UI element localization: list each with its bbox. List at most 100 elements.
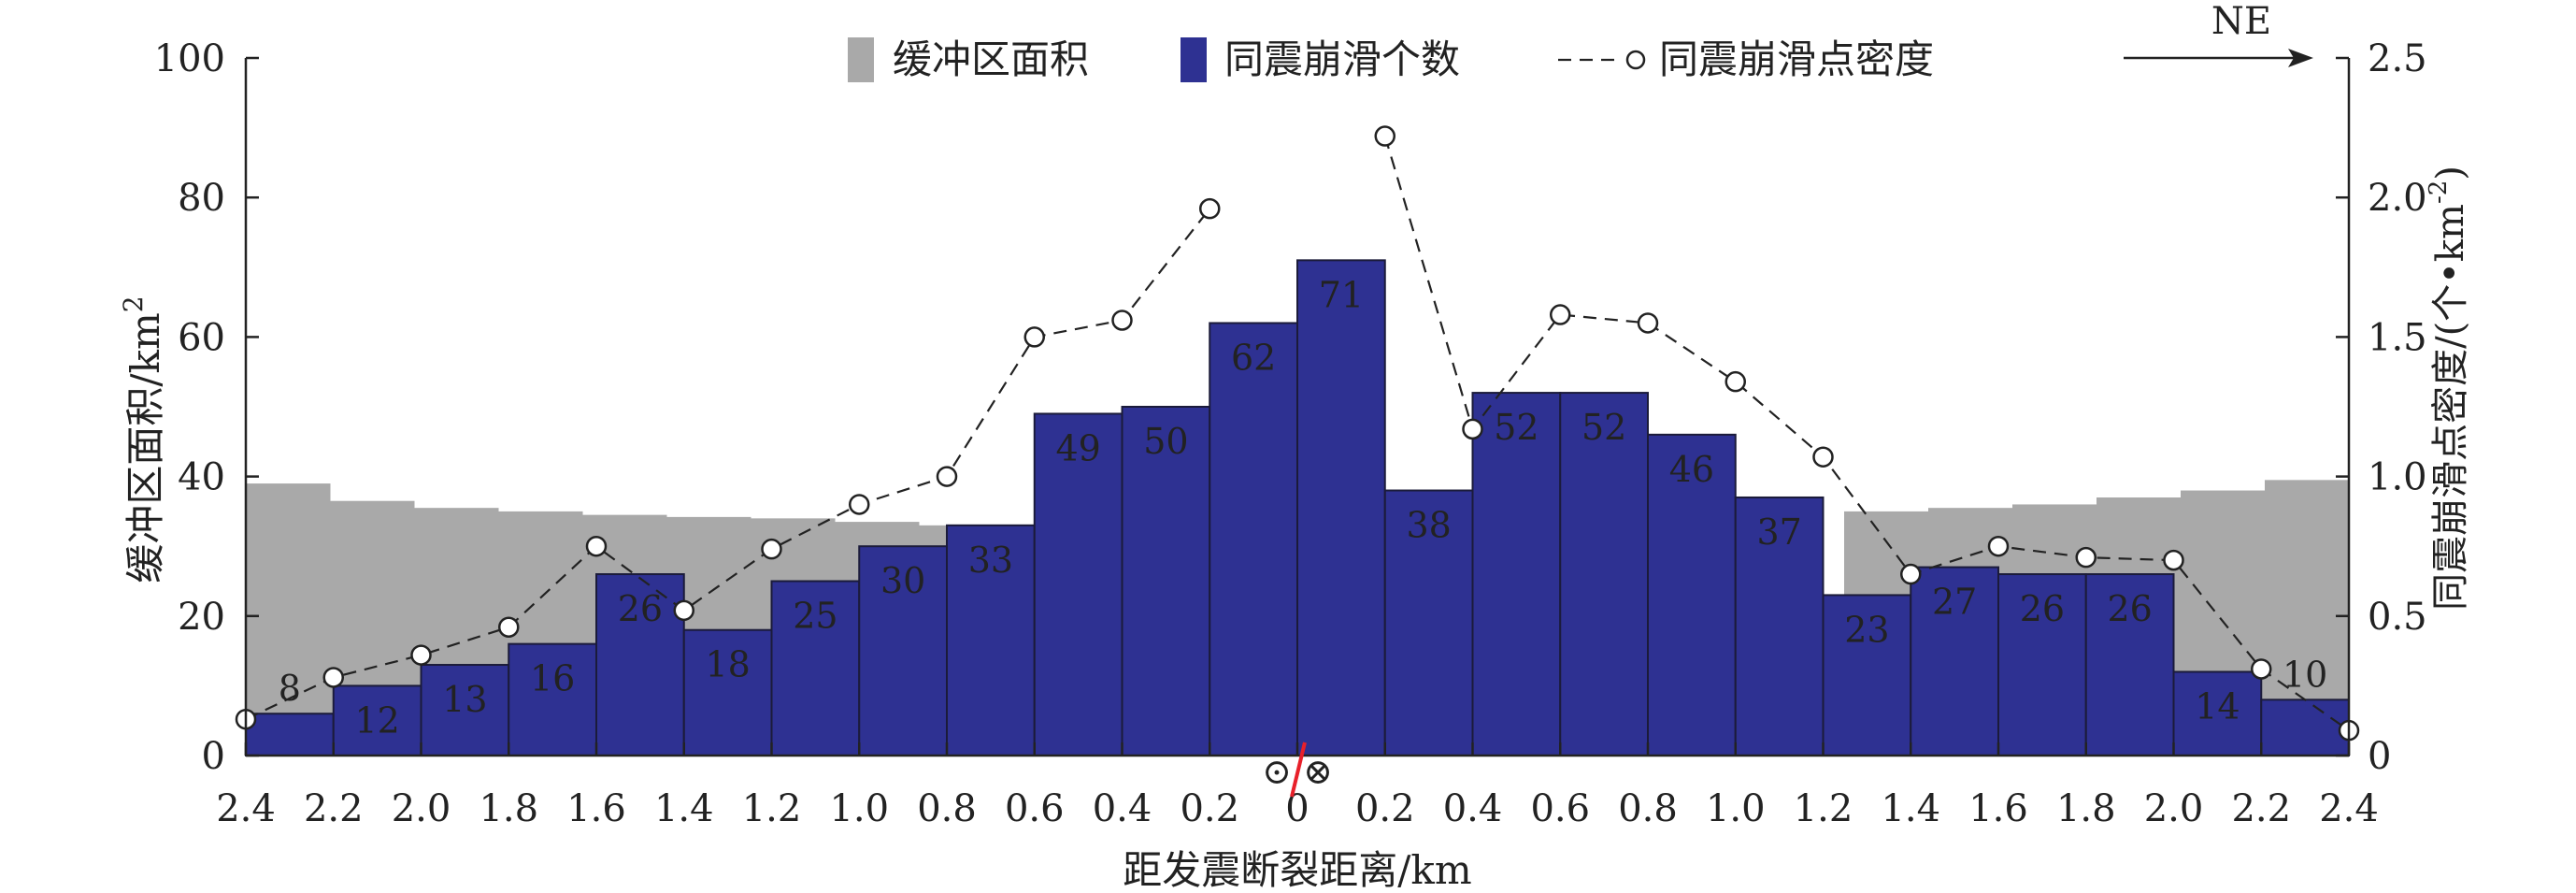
- density-line-left: [245, 208, 1211, 721]
- direction-label: NE: [2211, 0, 2271, 43]
- x-tick-label: 1.8: [2056, 787, 2116, 830]
- density-point: [410, 644, 432, 666]
- count-label: 38: [1406, 505, 1451, 546]
- density-point: [673, 599, 694, 622]
- count-label: 14: [2195, 685, 2240, 727]
- density-point: [2251, 658, 2272, 680]
- y-right-tick-label: 0.5: [2368, 596, 2427, 639]
- density-point: [2163, 549, 2184, 571]
- y-right-axis-title-close: ): [2429, 166, 2472, 180]
- x-tick-label: 1.4: [1881, 787, 1940, 830]
- count-label: 26: [618, 588, 663, 629]
- count-bar: [2084, 573, 2175, 756]
- x-tick-label: 2.0: [2144, 787, 2204, 830]
- density-point: [1023, 326, 1045, 348]
- legend-density-marker: [1625, 50, 1646, 70]
- count-bar: [1383, 489, 1474, 757]
- x-axis-title: 距发震断裂距离/km: [1123, 847, 1471, 893]
- count-label: 62: [1231, 337, 1276, 378]
- count-label: 23: [1844, 609, 1889, 650]
- x-tick-label: 1.6: [1968, 787, 2028, 830]
- density-point: [936, 466, 958, 487]
- count-bar: [2260, 699, 2350, 757]
- count-bar: [508, 642, 597, 757]
- landslide-count-layer: [245, 259, 2350, 757]
- buffer-area-bar: [246, 483, 331, 756]
- x-tick-label: 2.4: [216, 787, 276, 830]
- legend: 缓冲区面积 同震崩滑个数 同震崩滑点密度: [848, 36, 1934, 82]
- count-bar: [420, 664, 510, 757]
- x-tick-label: 2.2: [304, 787, 364, 830]
- count-label: 33: [968, 540, 1013, 581]
- count-bar: [595, 573, 685, 756]
- fault-marker-out-icon: ⊙: [1262, 751, 1292, 792]
- count-bar: [1209, 322, 1298, 756]
- y-left-axis-title: 缓冲区面积/km2: [118, 295, 168, 583]
- direction-arrowhead-icon: [2288, 49, 2313, 67]
- density-point: [1637, 312, 1659, 334]
- x-tick-label: 1.2: [742, 787, 802, 830]
- density-point: [1724, 370, 1746, 393]
- count-bar: [1734, 496, 1825, 756]
- x-tick-label: 1.2: [1794, 787, 1853, 830]
- count-label: 13: [442, 679, 487, 720]
- x-tick-label: 2.4: [2319, 787, 2379, 830]
- count-label: 12: [354, 699, 399, 741]
- x-tick-label: 0.4: [1443, 787, 1503, 830]
- density-point: [1900, 563, 1922, 585]
- y-left-tick-label: 80: [178, 177, 225, 220]
- density-point: [1987, 535, 2010, 557]
- x-tick-label: 0: [1285, 787, 1309, 830]
- x-tick-label: 0.6: [1005, 787, 1065, 830]
- density-point: [1812, 446, 1834, 468]
- count-bar: [946, 524, 1036, 756]
- count-label: 8: [279, 668, 301, 709]
- count-label: 27: [1932, 582, 1977, 623]
- count-label: 37: [1756, 511, 1801, 553]
- y-left-tick-label: 100: [154, 37, 225, 80]
- y-right-tick-label: 1.0: [2368, 456, 2427, 499]
- density-point: [2075, 546, 2097, 569]
- x-tick-label: 1.4: [654, 787, 714, 830]
- legend-area-swatch: [848, 37, 874, 82]
- y-left-tick-label: 20: [178, 596, 225, 639]
- x-tick-label: 0.2: [1180, 787, 1239, 830]
- count-label: 50: [1143, 421, 1188, 462]
- density-point: [585, 535, 608, 557]
- y-right-tick-label: 0: [2368, 735, 2391, 778]
- x-tick-label: 2.0: [392, 787, 451, 830]
- x-tick-label: 0.8: [1618, 787, 1678, 830]
- density-point: [498, 616, 520, 638]
- count-label: 16: [530, 658, 575, 699]
- legend-area-label: 缓冲区面积: [893, 36, 1089, 82]
- fault-marker-in-icon: ⊗: [1303, 751, 1333, 792]
- count-bar: [1471, 392, 1562, 756]
- x-tick-label: 0.4: [1093, 787, 1152, 830]
- density-point: [1550, 304, 1571, 325]
- x-tick-label: 1.0: [829, 787, 889, 830]
- count-label: 49: [1055, 427, 1100, 468]
- count-label: 26: [2020, 588, 2065, 629]
- x-tick-label: 1.8: [479, 787, 538, 830]
- count-label: 26: [2107, 588, 2152, 629]
- density-point: [761, 538, 782, 560]
- density-point: [1199, 197, 1221, 220]
- y-right-axis-title: 同震崩滑点密度/(个•km-2): [2425, 166, 2472, 611]
- count-label: 52: [1494, 407, 1538, 448]
- y-left-tick-label: 0: [202, 735, 225, 778]
- density-point: [1111, 310, 1133, 331]
- legend-count-label: 同震崩滑个数: [1224, 36, 1460, 82]
- x-tick-label: 1.6: [566, 787, 626, 830]
- y-left-tick-label: 60: [178, 316, 225, 359]
- y-left-axis-title-sup: 2: [118, 295, 149, 312]
- count-bar: [858, 545, 948, 757]
- fault-line-icon: [1290, 742, 1307, 798]
- y-left-tick-label: 40: [178, 456, 225, 499]
- y-right-tick-label: 2.5: [2368, 37, 2427, 80]
- density-point: [322, 667, 344, 688]
- count-bar: [245, 713, 335, 756]
- count-label: 18: [705, 644, 750, 685]
- x-tick-label: 0.2: [1355, 787, 1415, 830]
